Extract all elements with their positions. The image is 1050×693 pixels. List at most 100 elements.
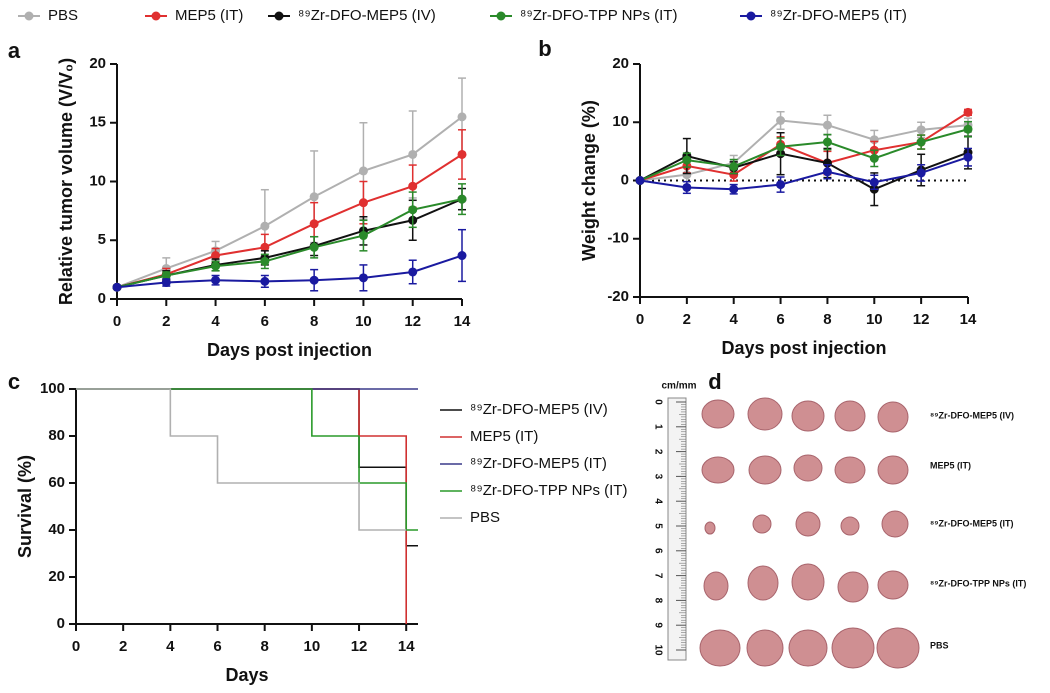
y-tick-label: 0 xyxy=(57,615,65,632)
x-tick-label: 10 xyxy=(866,311,883,328)
ruler-label: 10 xyxy=(652,644,663,656)
survival-curve xyxy=(76,388,407,531)
series-line xyxy=(116,254,463,289)
x-axis-label: Days xyxy=(225,665,268,685)
point xyxy=(729,170,739,180)
point xyxy=(260,276,270,286)
ruler-label: 1 xyxy=(652,424,663,430)
series-line xyxy=(639,111,969,182)
x-tick-label: 8 xyxy=(261,638,269,655)
x-axis-label: Days post injection xyxy=(721,338,886,358)
x-tick-label: 0 xyxy=(113,313,121,330)
survival-curve xyxy=(76,388,418,547)
ruler-label: 5 xyxy=(652,523,663,529)
tumor-photo xyxy=(667,396,928,678)
x-tick-label: 8 xyxy=(310,313,318,330)
legend-label: PBS xyxy=(48,7,78,24)
point xyxy=(260,221,270,231)
y-tick-label: 40 xyxy=(48,521,65,538)
row-label: ⁸⁹Zr-DFO-TPP NPs (IT) xyxy=(930,578,1026,588)
ruler-unit: cm/mm xyxy=(661,381,696,392)
series-line xyxy=(116,116,463,289)
ruler-label: 4 xyxy=(652,498,663,504)
x-tick-label: 4 xyxy=(211,313,220,330)
series-line xyxy=(639,151,969,191)
y-tick-label: 60 xyxy=(48,474,65,491)
point xyxy=(457,194,467,204)
y-tick-label: 80 xyxy=(48,427,65,444)
legend-label: ⁸⁹Zr-DFO-MEP5 (IT) xyxy=(470,455,607,472)
point xyxy=(916,137,926,147)
y-tick-label: 20 xyxy=(612,55,629,72)
legend-label: ⁸⁹Zr-DFO-MEP5 (IV) xyxy=(298,7,436,24)
y-tick-label: 20 xyxy=(89,55,106,72)
point xyxy=(457,251,467,261)
legend-label: ⁸⁹Zr-DFO-MEP5 (IV) xyxy=(470,401,608,418)
point xyxy=(457,112,467,122)
point xyxy=(822,167,832,177)
legend-marker xyxy=(496,11,506,21)
y-tick-label: 0 xyxy=(621,171,629,188)
y-tick-label: 20 xyxy=(48,568,65,585)
row-label: PBS xyxy=(930,640,949,650)
point xyxy=(358,166,368,176)
legend-label: PBS xyxy=(470,509,500,526)
point xyxy=(211,251,221,261)
y-tick-label: 5 xyxy=(98,231,106,248)
x-tick-label: 12 xyxy=(351,638,368,655)
point xyxy=(309,219,319,229)
y-tick-label: 10 xyxy=(89,172,106,189)
y-tick-label: 10 xyxy=(612,113,629,130)
series-line xyxy=(639,156,969,191)
point xyxy=(161,278,171,288)
point xyxy=(457,149,467,159)
point xyxy=(358,198,368,208)
point xyxy=(869,153,879,163)
point xyxy=(916,125,926,135)
point xyxy=(963,152,973,162)
series-line xyxy=(639,128,969,182)
legend-marker xyxy=(151,11,161,21)
y-axis-label: Relative tumor volume (V/V₀) xyxy=(56,58,76,305)
row-label: ⁸⁹Zr-DFO-MEP5 (IT) xyxy=(930,518,1014,528)
point xyxy=(822,137,832,147)
point xyxy=(682,182,692,192)
point xyxy=(211,261,221,271)
x-tick-label: 14 xyxy=(398,638,415,655)
point xyxy=(408,205,418,215)
row-label: MEP5 (IT) xyxy=(930,460,971,470)
point xyxy=(309,242,319,252)
panel-label: b xyxy=(538,36,551,61)
legend-marker xyxy=(274,11,284,21)
point xyxy=(358,273,368,283)
point xyxy=(776,180,786,190)
y-tick-label: 0 xyxy=(98,290,106,307)
x-tick-label: 0 xyxy=(636,311,644,328)
point xyxy=(869,177,879,187)
x-tick-label: 4 xyxy=(730,311,739,328)
point xyxy=(408,149,418,159)
panel-label: c xyxy=(8,369,20,394)
point xyxy=(822,120,832,130)
point xyxy=(963,107,973,117)
survival-curve xyxy=(76,388,408,624)
row-label: ⁸⁹Zr-DFO-MEP5 (IV) xyxy=(930,410,1014,420)
y-tick-label: -10 xyxy=(607,230,629,247)
x-tick-label: 10 xyxy=(355,313,372,330)
y-tick-label: -20 xyxy=(607,288,629,305)
x-tick-label: 6 xyxy=(776,311,784,328)
point xyxy=(408,267,418,277)
ruler-label: 9 xyxy=(652,622,663,628)
x-tick-label: 0 xyxy=(72,638,80,655)
ruler-label: 8 xyxy=(652,598,663,604)
survival-curve xyxy=(76,388,418,531)
point xyxy=(309,275,319,285)
x-tick-label: 8 xyxy=(823,311,831,328)
x-tick-label: 2 xyxy=(119,638,127,655)
point xyxy=(729,184,739,194)
point xyxy=(776,116,786,126)
point xyxy=(112,282,122,292)
series-line xyxy=(639,119,969,182)
point xyxy=(682,155,692,165)
